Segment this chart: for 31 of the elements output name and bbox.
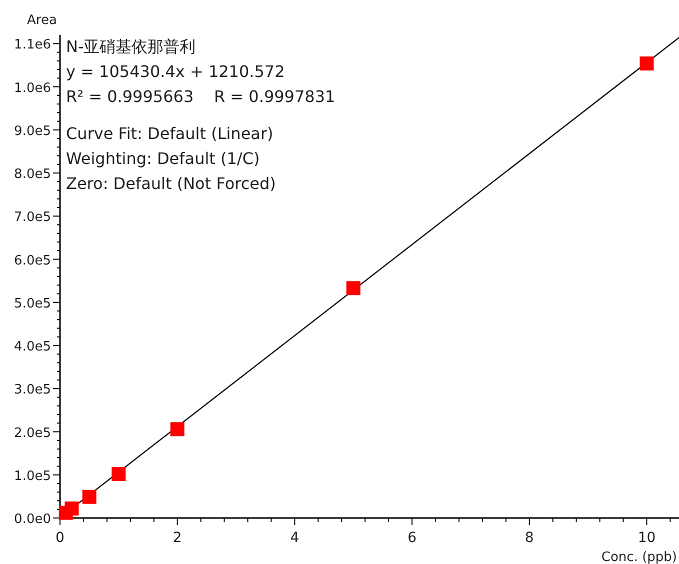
annotation: N-亚硝基依那普利 [66, 37, 196, 56]
y-tick-label: 5.0e5 [14, 296, 51, 312]
point [170, 422, 184, 436]
annotation: R² = 0.9995663 R = 0.9997831 [66, 87, 336, 106]
y-tick-label: 1.0e6 [14, 80, 51, 96]
y-tick-label: 4.0e5 [14, 340, 51, 354]
y-tick-label: 2.0e5 [14, 426, 51, 441]
point [640, 56, 654, 70]
y-tick-label: 7.0e5 [14, 210, 51, 226]
x-axis-title: Conc. (ppb) [601, 550, 677, 564]
y-axis-title: Area [27, 13, 57, 28]
annotation: y = 105430.4x + 1210.572 [66, 62, 285, 81]
annotation: Zero: Default (Not Forced) [66, 174, 276, 193]
y-tick-label: 1.1e6 [14, 38, 51, 53]
y-tick-label: 9.0e5 [14, 124, 51, 139]
point [82, 490, 96, 504]
annotation: Curve Fit: Default (Linear) [66, 124, 274, 143]
x-tick-label: 4 [290, 530, 300, 546]
x-tick-label: 0 [56, 530, 64, 546]
y-tick-label: 1.0e5 [14, 468, 51, 484]
x-tick-label: 6 [408, 530, 417, 546]
y-tick-label: 6.0e5 [14, 253, 51, 268]
point [112, 467, 126, 482]
y-tick-label: 3.0e5 [14, 382, 51, 398]
x-tick-label: 2 [172, 530, 182, 546]
point [346, 281, 360, 296]
x-tick-label: 8 [524, 530, 534, 546]
y-tick-label: 8.0e5 [14, 167, 51, 182]
x-tick-label: 10 [638, 530, 656, 546]
y-tick-label: 0.0e0 [14, 512, 51, 527]
annotation: Weighting: Default (1/C) [66, 149, 260, 168]
